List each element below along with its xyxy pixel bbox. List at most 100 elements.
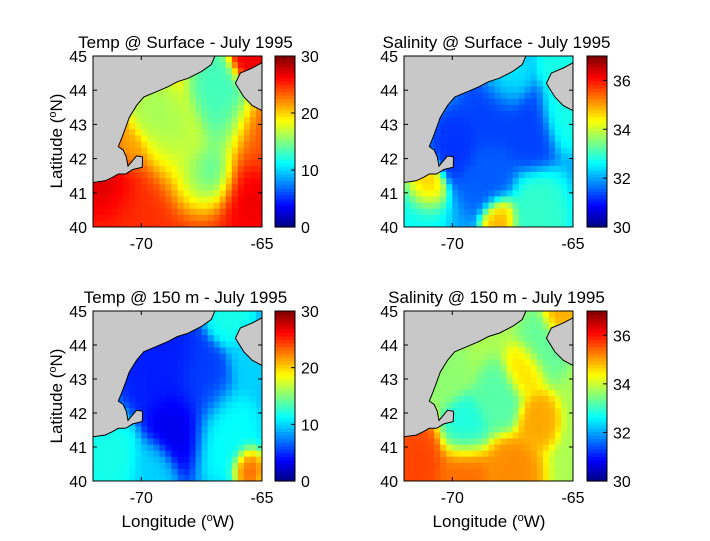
data-cell <box>482 347 490 355</box>
data-cell <box>147 432 154 440</box>
data-cell <box>554 317 562 324</box>
data-cell <box>147 353 154 361</box>
data-cell <box>434 450 441 458</box>
data-cell <box>488 208 496 216</box>
data-cell <box>177 456 185 464</box>
data-cell <box>213 383 221 391</box>
data-cell <box>488 462 496 470</box>
data-cell <box>524 365 532 373</box>
data-cell <box>446 389 453 397</box>
data-cell <box>201 408 209 415</box>
data-cell <box>440 208 447 216</box>
data-cell <box>99 220 106 227</box>
data-cell <box>542 214 550 222</box>
y-tick-label: 41 <box>69 440 87 457</box>
data-cell <box>99 202 106 210</box>
data-cell <box>123 208 130 216</box>
data-cell <box>249 147 257 155</box>
data-cell <box>165 92 173 100</box>
data-cell <box>201 172 209 179</box>
colorbar-tick-label: 0 <box>301 220 310 237</box>
data-cell <box>464 178 471 185</box>
data-cell <box>249 123 257 130</box>
data-cell <box>464 110 471 118</box>
data-cell <box>195 450 203 458</box>
data-cell <box>243 129 251 136</box>
data-cell <box>548 323 556 330</box>
data-cell <box>500 184 508 191</box>
data-cell <box>153 450 160 458</box>
data-cell <box>464 129 471 136</box>
data-cell <box>177 135 185 143</box>
data-cell <box>542 172 550 179</box>
data-cell <box>428 462 435 470</box>
data-cell <box>225 420 233 427</box>
data-cell <box>135 117 142 124</box>
data-cell <box>249 426 257 434</box>
data-cell <box>159 408 167 415</box>
data-cell <box>255 208 262 216</box>
data-cell <box>177 172 185 179</box>
data-cell <box>506 365 514 373</box>
data-cell <box>458 353 465 361</box>
data-cell <box>255 153 262 161</box>
x-tick-label: -70 <box>130 490 153 507</box>
data-cell <box>536 80 544 88</box>
data-cell <box>213 450 221 458</box>
data-cell <box>494 359 502 367</box>
data-cell <box>231 68 239 75</box>
data-cell <box>117 220 124 227</box>
data-cell <box>512 208 520 216</box>
data-cell <box>476 456 484 464</box>
data-cell <box>476 462 484 470</box>
data-cell <box>452 444 459 452</box>
data-cell <box>566 420 573 427</box>
data-cell <box>518 92 526 100</box>
colorbar-segment <box>587 73 607 78</box>
data-cell <box>476 420 484 427</box>
data-cell <box>500 414 508 421</box>
data-cell <box>500 153 508 161</box>
data-cell <box>506 214 514 222</box>
data-cell <box>422 432 429 440</box>
data-cell <box>243 389 251 397</box>
data-cell <box>195 135 203 143</box>
data-cell <box>416 432 423 440</box>
data-cell <box>554 165 562 173</box>
data-cell <box>219 196 227 204</box>
data-cell <box>207 74 215 82</box>
colorbar-segment <box>275 314 295 319</box>
data-cell <box>488 438 496 446</box>
data-cell <box>530 214 538 222</box>
data-cell <box>524 86 532 94</box>
data-cell <box>165 353 173 361</box>
data-cell <box>560 104 568 112</box>
data-cell <box>560 389 568 397</box>
data-cell <box>566 190 573 198</box>
data-cell <box>506 80 514 88</box>
data-cell <box>207 220 215 227</box>
y-tick-label: 45 <box>380 304 398 321</box>
colorbar-segment <box>275 431 295 436</box>
data-cell <box>201 202 209 210</box>
data-cell <box>512 444 520 452</box>
data-cell <box>123 438 130 446</box>
data-cell <box>243 123 251 130</box>
data-cell <box>201 335 209 342</box>
data-cell <box>470 196 478 204</box>
data-cell <box>542 159 550 167</box>
data-cell <box>482 353 490 361</box>
data-cell <box>476 104 484 112</box>
data-cell <box>219 110 227 118</box>
data-cell <box>225 414 233 421</box>
data-cell <box>249 432 257 440</box>
data-cell <box>231 153 239 161</box>
data-cell <box>171 389 179 397</box>
data-cell <box>195 214 203 222</box>
data-cell <box>560 317 568 324</box>
data-cell <box>207 420 215 427</box>
colorbar-segment <box>587 95 607 100</box>
data-cell <box>225 468 233 476</box>
data-cell <box>183 365 191 373</box>
data-cell <box>105 456 112 464</box>
